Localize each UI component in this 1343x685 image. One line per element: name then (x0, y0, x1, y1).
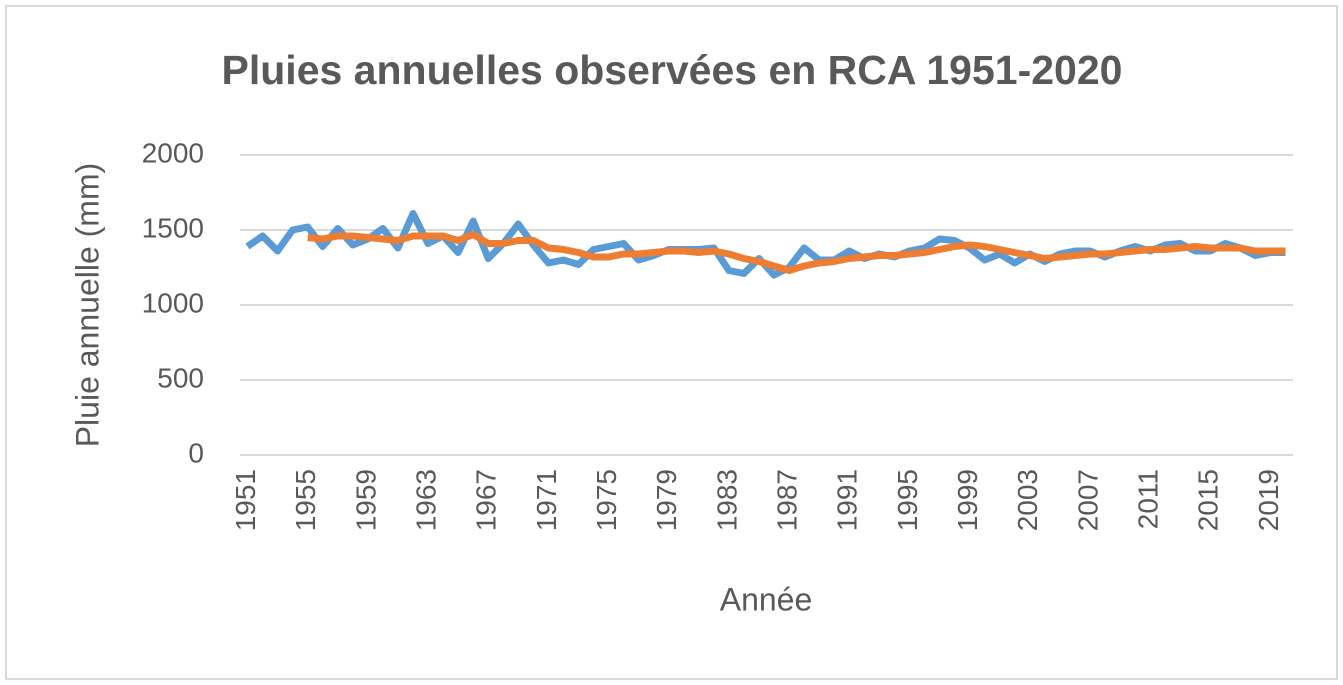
x-tick-label: 1987 (771, 469, 802, 531)
y-tick-label: 500 (157, 362, 204, 393)
x-tick-label: 2011 (1132, 469, 1163, 529)
y-tick-label: 0 (188, 437, 204, 468)
x-tick-label: 1979 (651, 469, 682, 531)
x-axis-label: Année (720, 581, 813, 617)
chart-title: Pluies annuelles observées en RCA 1951-2… (222, 47, 1123, 93)
x-tick-label: 1999 (952, 469, 983, 531)
y-tick-label: 2000 (142, 137, 204, 168)
x-tick-label: 1963 (410, 469, 441, 531)
x-tick-label: 1959 (350, 469, 381, 531)
x-tick-label: 2019 (1253, 469, 1284, 531)
x-tick-label: 1983 (711, 469, 742, 531)
x-tick-label: 1971 (531, 469, 562, 531)
x-tick-label: 1995 (892, 469, 923, 531)
y-axis-label: Pluie annuelle (mm) (69, 163, 105, 448)
x-tick-label: 1951 (230, 469, 261, 531)
x-tick-label: 2007 (1072, 469, 1103, 531)
x-tick-label: 1967 (471, 469, 502, 531)
y-tick-label: 1500 (142, 212, 204, 243)
x-tick-label: 1991 (832, 469, 863, 531)
chart-border (5, 5, 1338, 680)
x-tick-label: 2003 (1012, 469, 1043, 531)
x-tick-label: 2015 (1193, 469, 1224, 531)
series-line (307, 231, 1286, 274)
y-tick-label: 1000 (142, 287, 204, 318)
x-tick-label: 1975 (591, 469, 622, 531)
x-tick-label: 1955 (290, 469, 321, 531)
